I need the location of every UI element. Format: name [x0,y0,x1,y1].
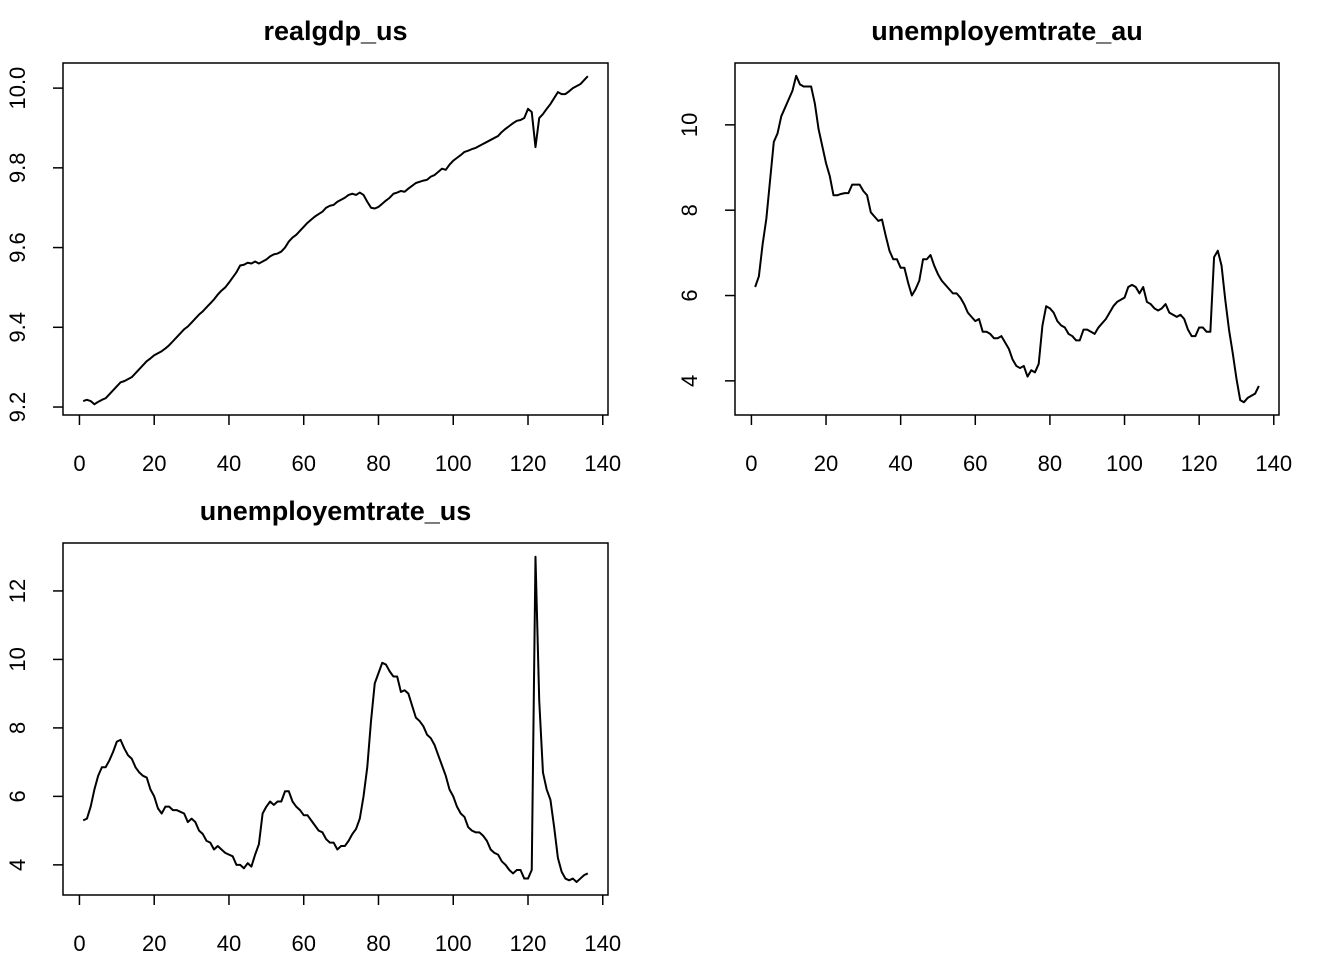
x-tick-label: 0 [745,451,757,476]
y-tick-label: 8 [677,204,702,216]
x-tick-label: 0 [73,451,85,476]
x-tick-label: 80 [366,451,390,476]
data-line [754,74,1260,404]
y-tick-label: 9.2 [5,392,30,423]
x-tick-label: 20 [814,451,838,476]
y-tick-label: 6 [5,790,30,802]
x-tick-label: 140 [584,451,621,476]
y-tick-label: 9.4 [5,312,30,343]
chart-title: realgdp_us [263,16,407,46]
y-tick-label: 8 [5,722,30,734]
x-tick-label: 140 [584,931,621,956]
x-tick-label: 60 [963,451,987,476]
x-tick-label: 80 [366,931,390,956]
x-tick-label: 80 [1038,451,1062,476]
x-tick-label: 120 [1181,451,1218,476]
data-line [82,75,589,406]
x-tick-label: 100 [435,931,472,956]
x-tick-label: 120 [510,931,547,956]
y-tick-label: 9.8 [5,153,30,184]
y-tick-label: 6 [677,289,702,301]
y-tick-label: 10.0 [5,67,30,110]
y-tick-label: 9.6 [5,232,30,263]
y-tick-label: 10 [677,113,702,137]
x-tick-label: 0 [73,931,85,956]
plot-box [734,62,1280,416]
chart-title: unemployemtrate_au [871,16,1143,46]
y-tick-label: 12 [5,579,30,603]
y-tick-label: 4 [677,375,702,387]
x-tick-label: 100 [1106,451,1143,476]
x-tick-label: 40 [888,451,912,476]
plot-box [62,542,609,896]
data-line [82,555,589,883]
x-tick-label: 60 [291,451,315,476]
y-tick-label: 10 [5,647,30,671]
x-tick-label: 100 [435,451,472,476]
chart-title: unemployemtrate_us [200,496,472,526]
x-tick-label: 20 [142,931,166,956]
x-tick-label: 120 [510,451,547,476]
x-tick-label: 140 [1255,451,1292,476]
x-tick-label: 60 [291,931,315,956]
y-tick-label: 4 [5,859,30,871]
x-tick-label: 20 [142,451,166,476]
x-tick-label: 40 [217,451,241,476]
plot-box [62,62,609,416]
x-tick-label: 40 [217,931,241,956]
